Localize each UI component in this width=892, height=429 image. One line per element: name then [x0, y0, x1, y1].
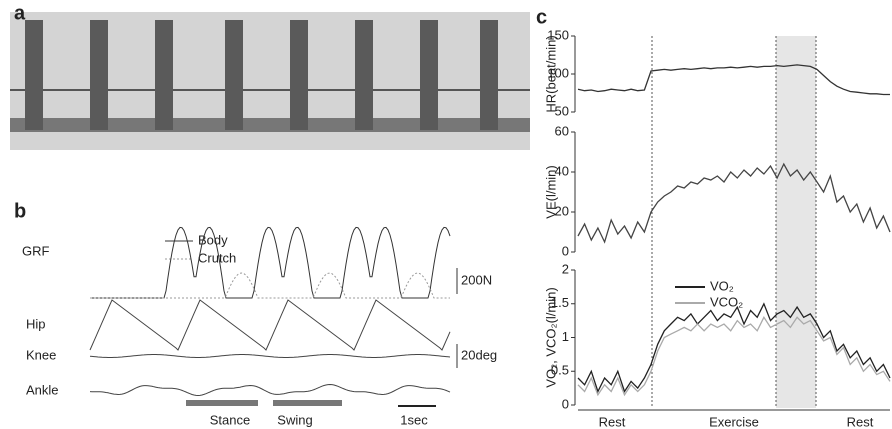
y-tick-label: 40 [555, 163, 569, 178]
joint-label: Ankle [26, 382, 59, 397]
photo-strip [10, 12, 530, 150]
waveform [90, 226, 451, 299]
data-line [577, 64, 890, 96]
data-line [577, 315, 891, 397]
waveforms [89, 226, 451, 397]
grf-label: GRF [22, 243, 50, 258]
joint-label: Hip [26, 316, 46, 331]
shaded-band [776, 36, 816, 408]
y-tick-label: 1.5 [551, 295, 569, 310]
y-tick-label: 2 [562, 261, 569, 276]
phase-label: Exercise [709, 414, 759, 429]
swing-bar [273, 400, 342, 406]
y-tick-label: 60 [555, 123, 569, 138]
y-tick-label: 20 [555, 203, 569, 218]
phase-label: Stance [210, 412, 250, 427]
waveform [89, 354, 451, 358]
joint-label: Knee [26, 347, 56, 362]
legend-label: Body [198, 232, 228, 247]
y-tick-label: 150 [547, 27, 569, 42]
scale-label: 20deg [461, 347, 497, 362]
y-tick-label: 1 [562, 329, 569, 344]
data-line [577, 162, 891, 244]
panel-label: b [14, 200, 26, 222]
y-tick-label: 0 [562, 396, 569, 411]
panel-label: c [536, 6, 547, 28]
phase-label: Rest [847, 414, 874, 429]
y-tick-label: 0 [562, 243, 569, 258]
scale-label: 200N [461, 272, 492, 287]
data-line [577, 302, 891, 394]
phase-label: Rest [599, 414, 626, 429]
y-tick-label: 0.5 [551, 363, 569, 378]
waveform [90, 272, 450, 299]
legend-label: VCO₂ [710, 294, 743, 309]
y-tick-label: 100 [547, 65, 569, 80]
y-axis-label: VO₂, VCO₂(l/min) [543, 287, 558, 387]
legend-label: Crutch [198, 250, 236, 265]
legend-label: VO₂ [710, 278, 734, 293]
panel-label: a [14, 2, 26, 24]
waveform [89, 299, 451, 351]
y-axis-label: VE(l/min) [543, 165, 558, 218]
phase-label: Swing [277, 412, 312, 427]
stance-bar [186, 400, 258, 406]
scale-label: 1sec [400, 412, 428, 427]
y-axis-label: HR(beat/min) [543, 35, 558, 112]
waveform [89, 383, 451, 397]
y-tick-label: 50 [555, 103, 569, 118]
